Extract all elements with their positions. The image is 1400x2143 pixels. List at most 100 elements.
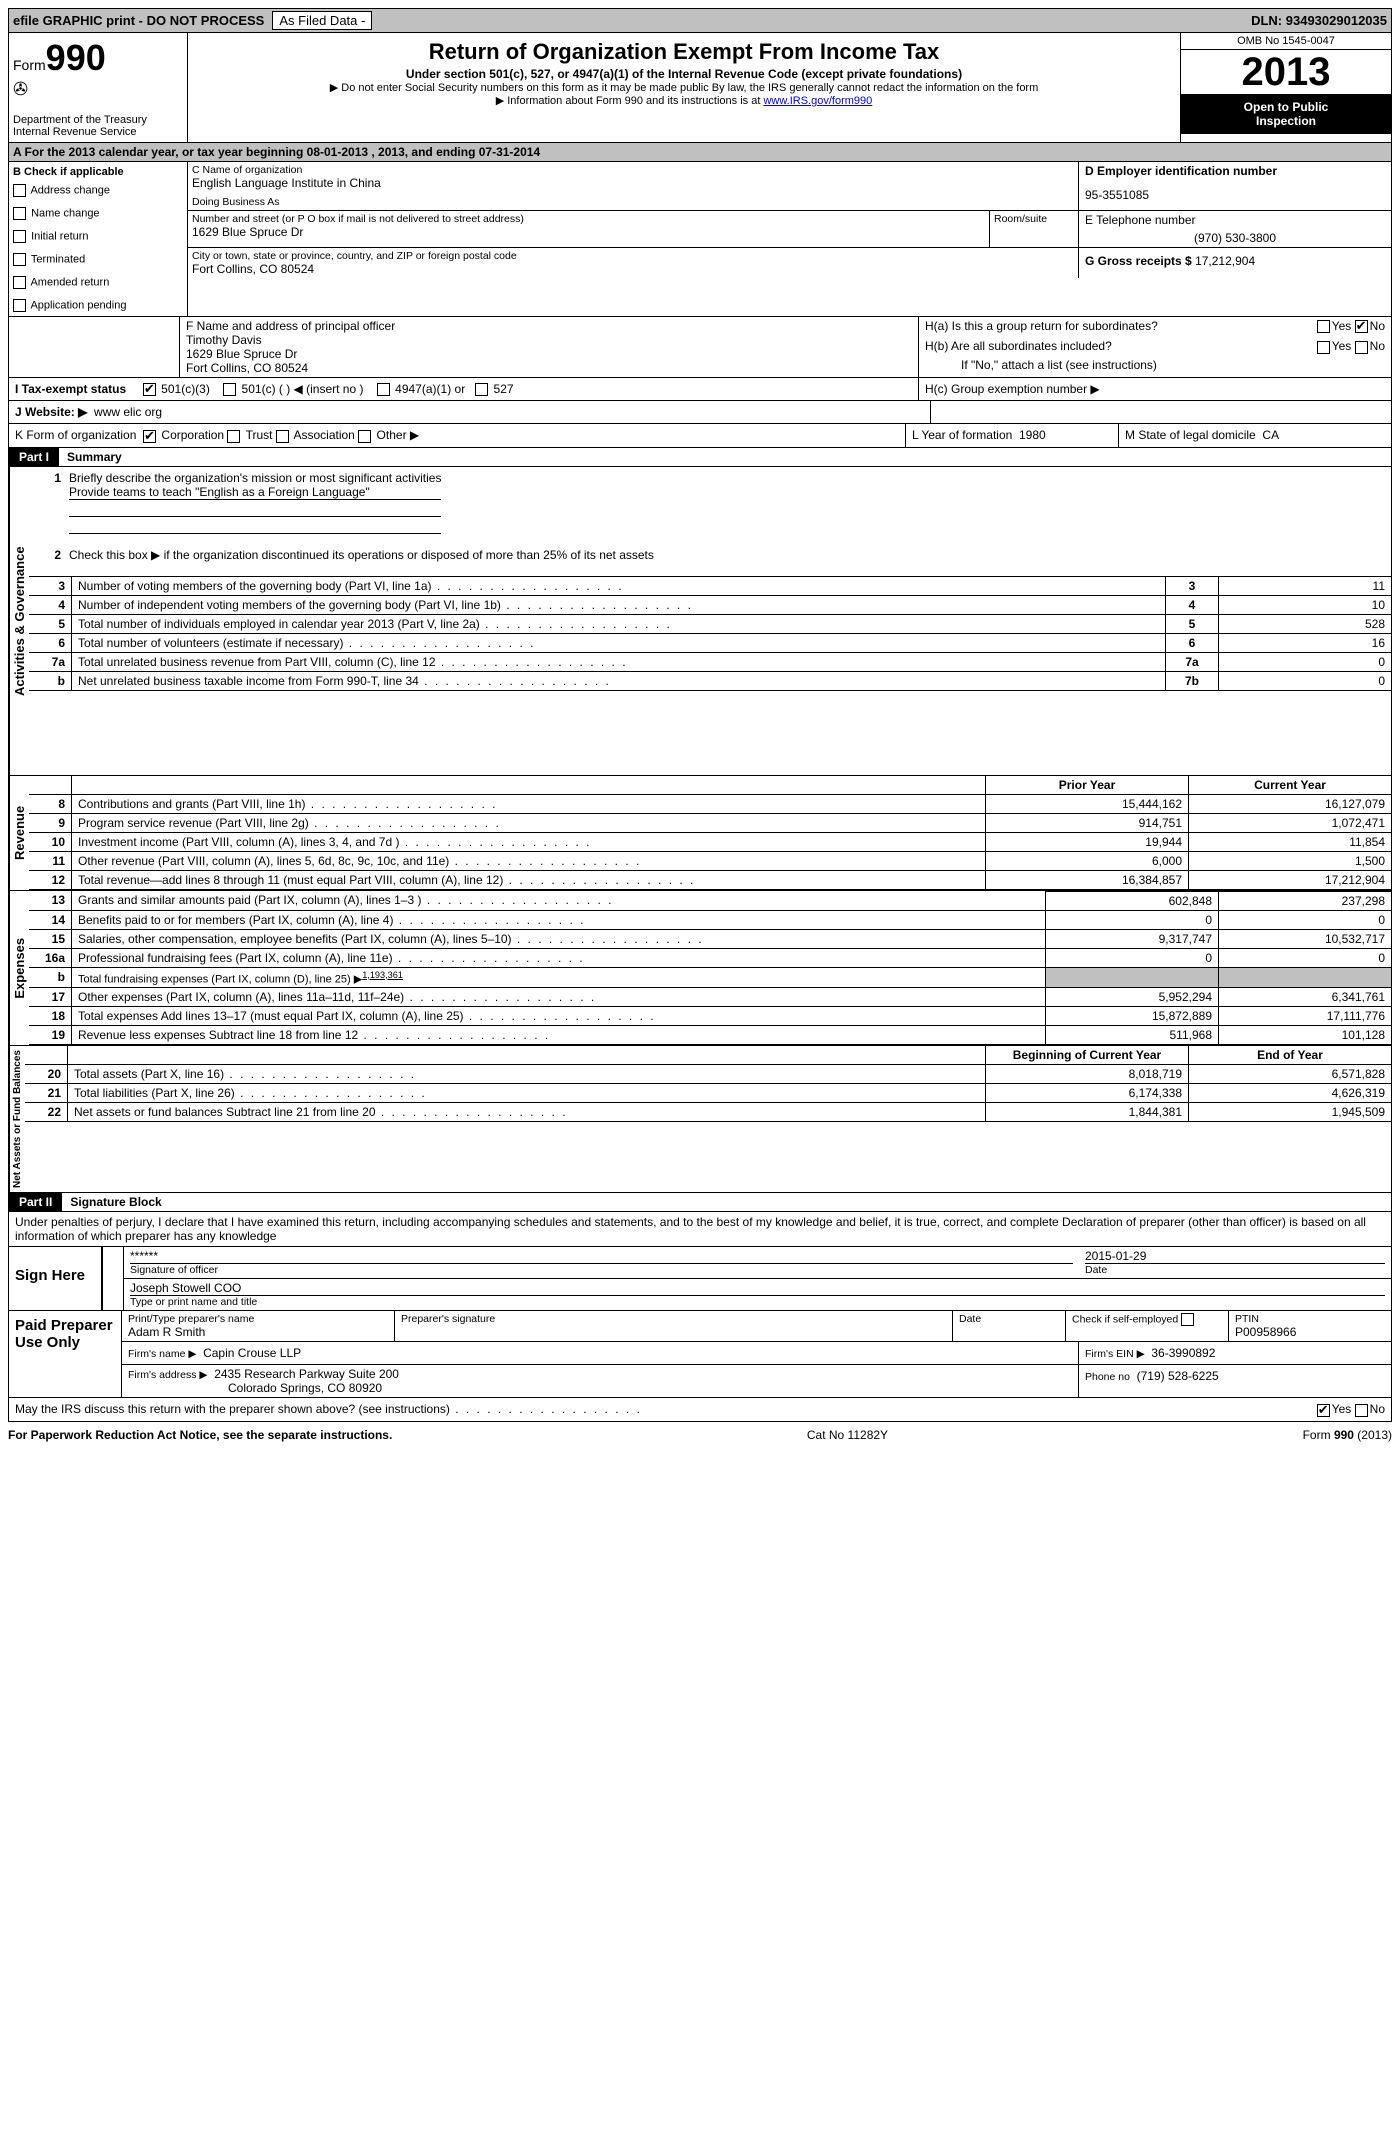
check-app-pending[interactable] <box>13 299 26 312</box>
form-sub1: Under section 501(c), 527, or 4947(a)(1)… <box>196 67 1172 81</box>
hb-note: If "No," attach a list (see instructions… <box>925 358 1385 372</box>
hdr-end-year: End of Year <box>1189 1046 1392 1065</box>
date-label: Date <box>1085 1264 1385 1276</box>
hb-no[interactable] <box>1355 341 1368 354</box>
c-name-label: C Name of organization <box>192 164 1074 176</box>
k-trust[interactable] <box>227 430 240 443</box>
discuss-text: May the IRS discuss this return with the… <box>15 1402 450 1416</box>
check-name-change[interactable] <box>13 207 26 220</box>
org-info-block: B Check if applicable Address change Nam… <box>8 162 1392 317</box>
inspection-1: Open to Public <box>1183 100 1389 114</box>
i-501c3[interactable] <box>143 383 156 396</box>
table-row: 7a Total unrelated business revenue from… <box>29 652 1391 671</box>
i-label: I Tax-exempt status <box>15 382 126 396</box>
dba-label: Doing Business As <box>192 196 1074 208</box>
firm-addr-label: Firm's address ▶ <box>128 1369 208 1381</box>
k-other[interactable] <box>358 430 371 443</box>
form-number: 990 <box>46 37 106 78</box>
org-address: 1629 Blue Spruce Dr <box>192 225 985 239</box>
part-i-tab: Part I <box>9 448 59 466</box>
footer-mid: Cat No 11282Y <box>807 1428 888 1442</box>
i-4947[interactable] <box>377 383 390 396</box>
prep-name-label: Print/Type preparer's name <box>128 1313 388 1325</box>
k-o4: Other ▶ <box>377 428 420 442</box>
table-row: 10 Investment income (Part VIII, column … <box>29 832 1391 851</box>
inspection-2: Inspection <box>1183 114 1389 128</box>
vlabel-netassets: Net Assets or Fund Balances <box>9 1046 25 1192</box>
table-row: 12 Total revenue—add lines 8 through 11 … <box>29 870 1391 889</box>
room-label: Room/suite <box>989 211 1078 247</box>
self-employed-label: Check if self-employed <box>1072 1314 1178 1326</box>
discuss-no-label: No <box>1370 1402 1385 1416</box>
org-city: Fort Collins, CO 80524 <box>192 262 1074 276</box>
dept-label: Department of the Treasury <box>13 114 183 126</box>
i-527[interactable] <box>475 383 488 396</box>
ptin-value: P00958966 <box>1235 1325 1385 1339</box>
form-label: Form <box>13 57 46 73</box>
officer-h-block: F Name and address of principal officer … <box>8 317 1392 378</box>
hb-yes[interactable] <box>1317 341 1330 354</box>
k-assoc[interactable] <box>276 430 289 443</box>
officer-addr1: 1629 Blue Spruce Dr <box>186 347 912 361</box>
irs-label: Internal Revenue Service <box>13 126 183 138</box>
k-o3: Association <box>293 428 354 442</box>
prep-sig-label: Preparer's signature <box>395 1311 953 1341</box>
officer-signature: ****** <box>130 1249 1073 1264</box>
firm-name: Capin Crouse LLP <box>203 1346 301 1360</box>
prep-name: Adam R Smith <box>128 1325 388 1339</box>
i-501c[interactable] <box>223 383 236 396</box>
check-address-change[interactable] <box>13 184 26 197</box>
dln-value: 93493029012035 <box>1286 13 1387 28</box>
table-row: 15 Salaries, other compensation, employe… <box>29 929 1391 948</box>
ein-value: 95-3551085 <box>1085 188 1385 202</box>
table-row: 4 Number of independent voting members o… <box>29 595 1391 614</box>
part-ii-tab: Part II <box>9 1193 62 1211</box>
sign-here-label: Sign Here <box>9 1247 103 1310</box>
g-label: G Gross receipts $ <box>1085 254 1192 268</box>
table-row: 6 Total number of volunteers (estimate i… <box>29 633 1391 652</box>
check-self-employed[interactable] <box>1181 1313 1194 1326</box>
table-row: 11 Other revenue (Part VIII, column (A),… <box>29 851 1391 870</box>
efile-label: efile GRAPHIC print - DO NOT PROCESS <box>13 13 264 28</box>
table-row: 16a Professional fundraising fees (Part … <box>29 948 1391 967</box>
table-row: 8 Contributions and grants (Part VIII, l… <box>29 794 1391 813</box>
row-klm: K Form of organization Corporation Trust… <box>8 424 1392 447</box>
form-header: Form990 ✇ Department of the Treasury Int… <box>8 33 1392 143</box>
tax-year: 2013 <box>1181 50 1391 94</box>
check-initial-return[interactable] <box>13 230 26 243</box>
check-amended[interactable] <box>13 276 26 289</box>
firm-phone-label: Phone no <box>1085 1371 1130 1383</box>
ptin-label: PTIN <box>1235 1313 1385 1325</box>
check-terminated[interactable] <box>13 253 26 266</box>
ha-yes[interactable] <box>1317 320 1330 333</box>
officer-print-name: Joseph Stowell COO <box>130 1281 1385 1296</box>
form-sub2: ▶ Do not enter Social Security numbers o… <box>196 81 1172 94</box>
firm-name-label: Firm's name ▶ <box>128 1348 196 1360</box>
officer-addr2: Fort Collins, CO 80524 <box>186 361 912 375</box>
footer-left: For Paperwork Reduction Act Notice, see … <box>8 1428 392 1442</box>
firm-addr2: Colorado Springs, CO 80920 <box>128 1381 1072 1395</box>
e-label: E Telephone number <box>1085 213 1385 227</box>
part-ii-header: Part II Signature Block <box>8 1193 1392 1212</box>
ha-no[interactable] <box>1355 320 1368 333</box>
discuss-no[interactable] <box>1355 1404 1368 1417</box>
i-o3: 4947(a)(1) or <box>395 382 465 396</box>
sign-date: 2015-01-29 <box>1085 1249 1385 1264</box>
revenue-table: Prior Year Current Year 8 Contributions … <box>29 776 1391 890</box>
sig-label: Signature of officer <box>130 1264 1073 1276</box>
b-label: B Check if applicable <box>13 166 183 178</box>
j-label: J Website: ▶ <box>15 405 87 419</box>
vlabel-revenue: Revenue <box>9 776 29 890</box>
part-i-title: Summary <box>59 450 122 464</box>
part-i-header: Part I Summary <box>8 448 1392 467</box>
dln-label: DLN: <box>1251 13 1282 28</box>
vlabel-expenses: Expenses <box>9 891 29 1046</box>
k-corp[interactable] <box>143 430 156 443</box>
perjury-text: Under penalties of perjury, I declare th… <box>8 1212 1392 1247</box>
table-row: 14 Benefits paid to or for members (Part… <box>29 910 1391 929</box>
k-o2: Trust <box>246 428 273 442</box>
irs-link[interactable]: www.IRS.gov/form990 <box>763 95 872 107</box>
officer-name: Timothy Davis <box>186 333 912 347</box>
d-label: D Employer identification number <box>1085 164 1385 178</box>
discuss-yes[interactable] <box>1317 1404 1330 1417</box>
